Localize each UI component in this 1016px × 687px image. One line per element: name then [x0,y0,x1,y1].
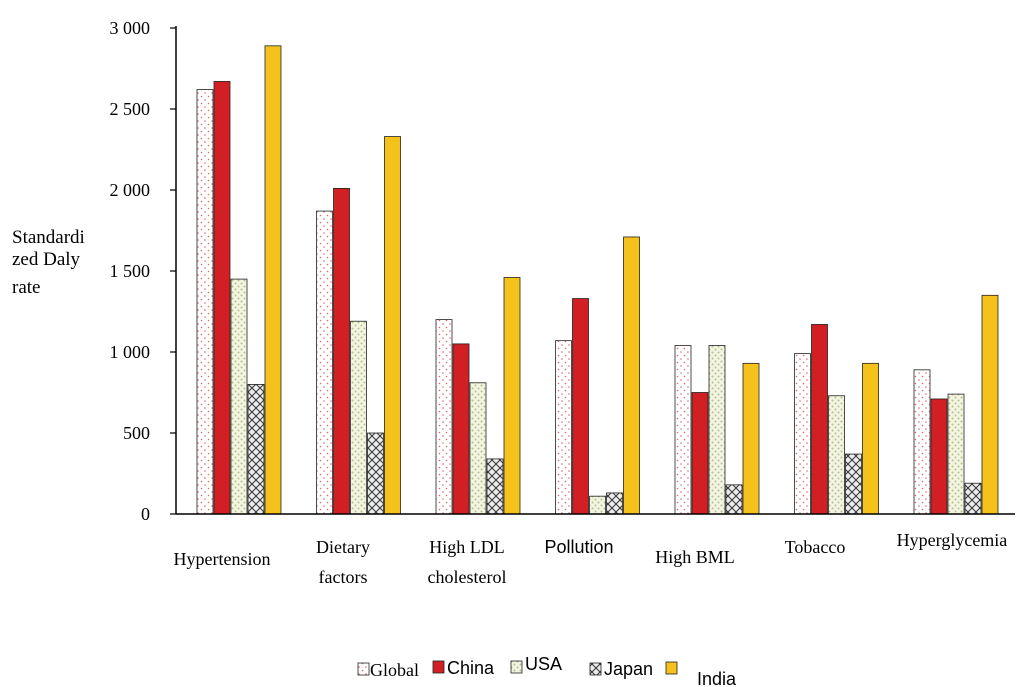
category-label: Tobacco [785,537,846,557]
bar-japan-6 [845,453,862,515]
category-label: Dietary [316,537,370,557]
bar-japan-7 [964,482,982,515]
bar-india-6 [862,362,879,515]
bar-india-7 [981,294,999,515]
legend-swatch-global [357,662,370,676]
bar-usa-6 [828,395,845,515]
bar-india-5 [742,362,760,515]
bar-usa-1 [230,278,248,515]
legend-swatch-china [432,660,445,674]
y-tick-label: 1 000 [110,342,151,362]
bar-china-1 [213,81,231,515]
y-tick-label: 1 500 [110,261,151,281]
category-label: High LDL [429,537,505,557]
category-labels: Hypertension Dietary factors High LDL choles… [174,530,1008,587]
bar-global-4 [555,340,572,515]
legend-swatch-usa [510,660,523,674]
bar-china-5 [691,392,709,515]
y-tick-label: 0 [141,504,150,524]
bar-china-6 [811,324,828,515]
bar-china-3 [452,343,470,515]
legend-swatch-japan [589,662,602,676]
legend-label-global: Global [370,660,419,680]
legend-label-india: India [697,669,737,687]
bar-global-2 [316,210,333,515]
category-label: factors [319,567,368,587]
bar-china-2 [333,187,350,515]
bar-global-5 [674,345,692,515]
bar-india-4 [623,236,640,515]
bar-india-1 [264,45,282,515]
category-label: High BML [655,547,735,567]
bar-usa-7 [947,393,965,515]
legend-label-japan: Japan [604,659,653,679]
y-axis-ticks: 0 500 1 000 1 500 2 000 2 500 3 000 [110,18,176,524]
bar-india-2 [384,136,401,515]
category-label: Pollution [544,537,613,557]
bar-china-4 [572,298,589,515]
bar-india-3 [503,277,521,515]
legend-label-usa: USA [525,654,562,674]
bar-usa-5 [708,345,726,515]
bar-global-3 [435,319,453,515]
category-label: Hypertension [174,549,271,569]
y-tick-label: 2 000 [110,180,151,200]
bar-japan-5 [725,484,743,515]
legend-swatch-india [665,661,678,675]
bar-japan-4 [606,492,623,515]
bar-usa-2 [350,320,367,515]
category-label: Hyperglycemia [897,530,1008,550]
y-tick-label: 3 000 [110,18,151,38]
legend: Global China USA Japan India [357,654,737,687]
bar-global-6 [794,353,811,515]
y-axis-label-line-2: zed Daly [12,249,81,270]
y-tick-label: 500 [123,423,150,443]
bar-japan-1 [247,383,265,515]
legend-label-china: China [447,658,495,678]
bar-japan-3 [486,458,504,515]
bar-usa-3 [469,382,487,515]
bar-japan-2 [367,432,384,515]
y-tick-label: 2 500 [110,99,151,119]
bars [196,45,999,515]
y-axis-label: Standardi zed Daly rate [12,227,85,298]
y-axis-label-line-3: rate [12,277,40,298]
bar-china-7 [930,398,948,515]
bar-usa-4 [589,495,606,515]
bar-global-7 [913,369,931,515]
category-label: cholesterol [428,567,507,587]
y-axis-label-line-1: Standardi [12,227,85,248]
bar-global-1 [196,89,214,515]
